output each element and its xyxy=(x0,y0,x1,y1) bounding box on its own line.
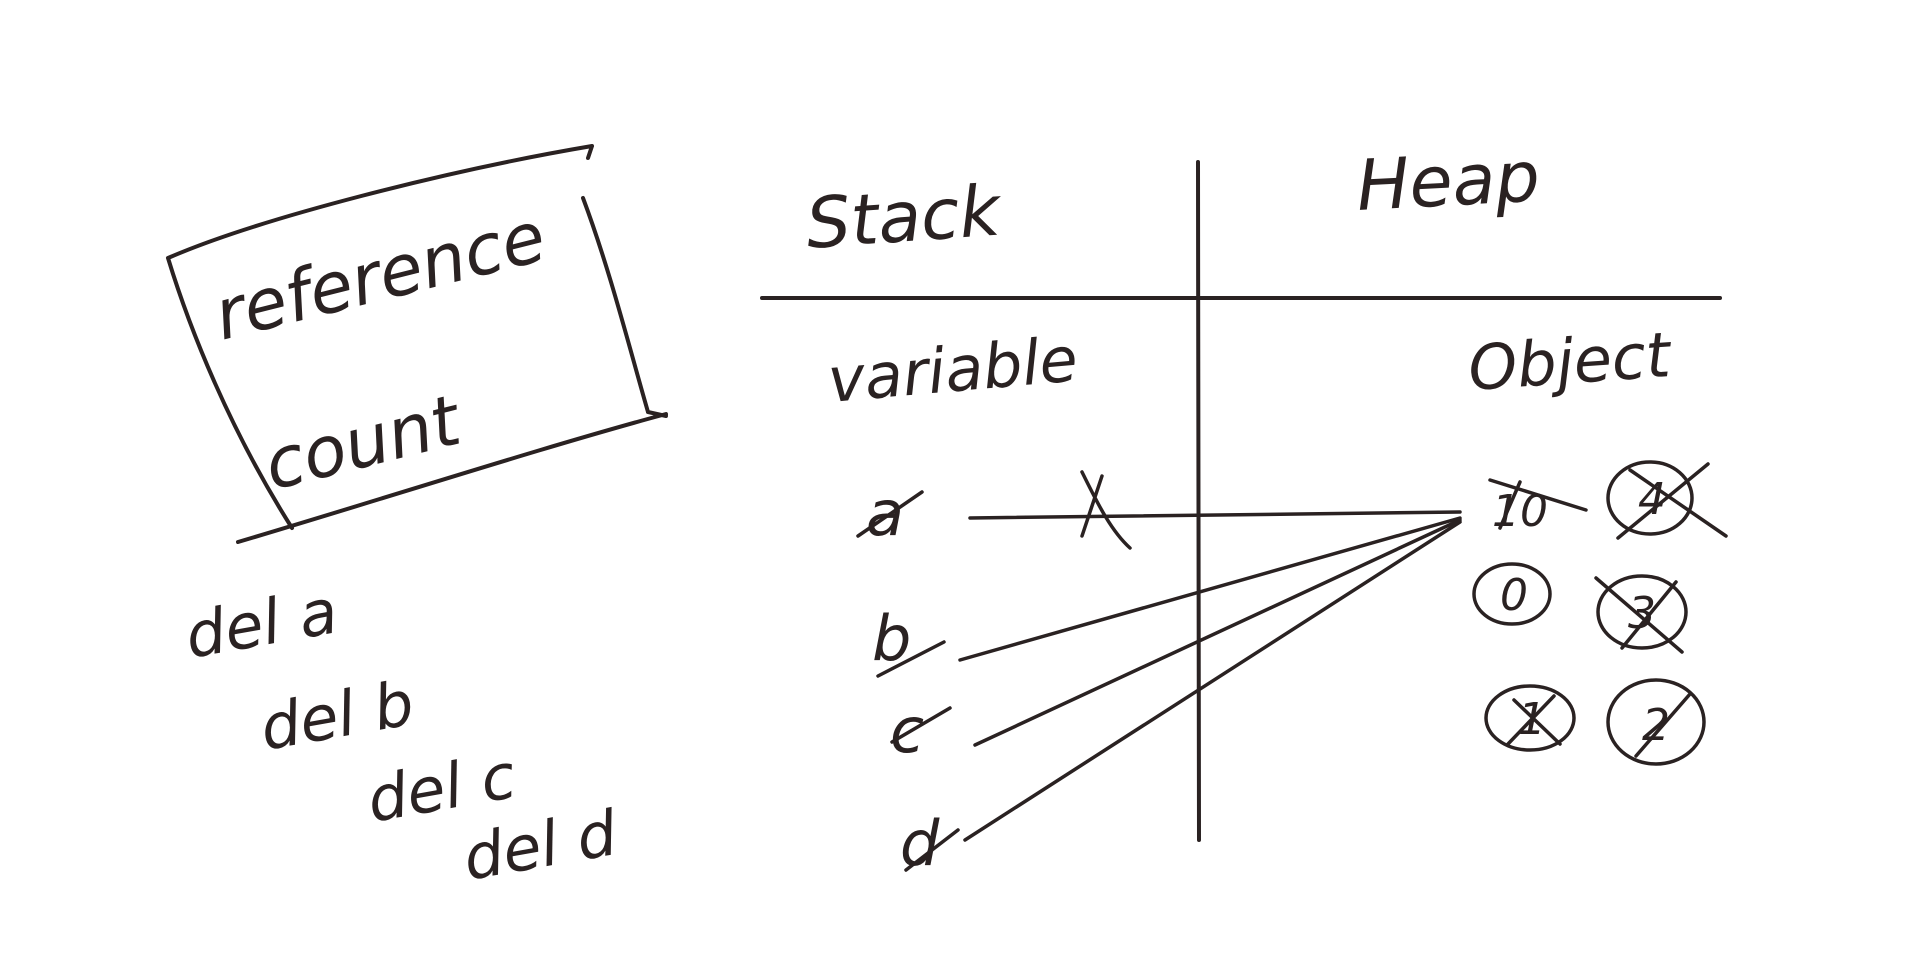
count-circle-0: 0 xyxy=(1474,564,1550,624)
count-circle-1: 1 xyxy=(1486,686,1574,750)
header-heap: Heap xyxy=(1355,136,1542,227)
count-circle-4: 4 xyxy=(1608,462,1726,538)
count-circle-2: 2 xyxy=(1608,680,1704,764)
command-del-b: del b xyxy=(255,666,419,765)
variable-c: c xyxy=(890,694,950,767)
reference-a-cut-mark xyxy=(1082,472,1130,548)
reference-c xyxy=(975,520,1460,745)
count-circle-3: 3 xyxy=(1596,576,1686,652)
variable-b-label: b xyxy=(872,602,911,675)
header-stack: Stack xyxy=(803,169,1005,264)
variable-d: d xyxy=(900,807,958,880)
vertical-divider xyxy=(1198,162,1199,840)
reference-a xyxy=(970,512,1460,518)
variable-c-label: c xyxy=(890,694,924,767)
variable-b: b xyxy=(872,602,944,676)
object-value: 10 xyxy=(1490,480,1586,537)
variable-a: a xyxy=(858,477,922,550)
reference-lines xyxy=(960,472,1460,840)
count-0-label: 0 xyxy=(1500,570,1528,621)
box-line-count: count xyxy=(256,379,470,507)
header-object: Object xyxy=(1466,318,1675,405)
header-variable: variable xyxy=(825,322,1081,417)
reference-d xyxy=(965,522,1460,840)
box-line-reference: reference xyxy=(206,195,553,356)
command-del-a: del a xyxy=(180,574,343,672)
variable-a-label: a xyxy=(866,477,904,550)
reference-b xyxy=(960,518,1460,660)
